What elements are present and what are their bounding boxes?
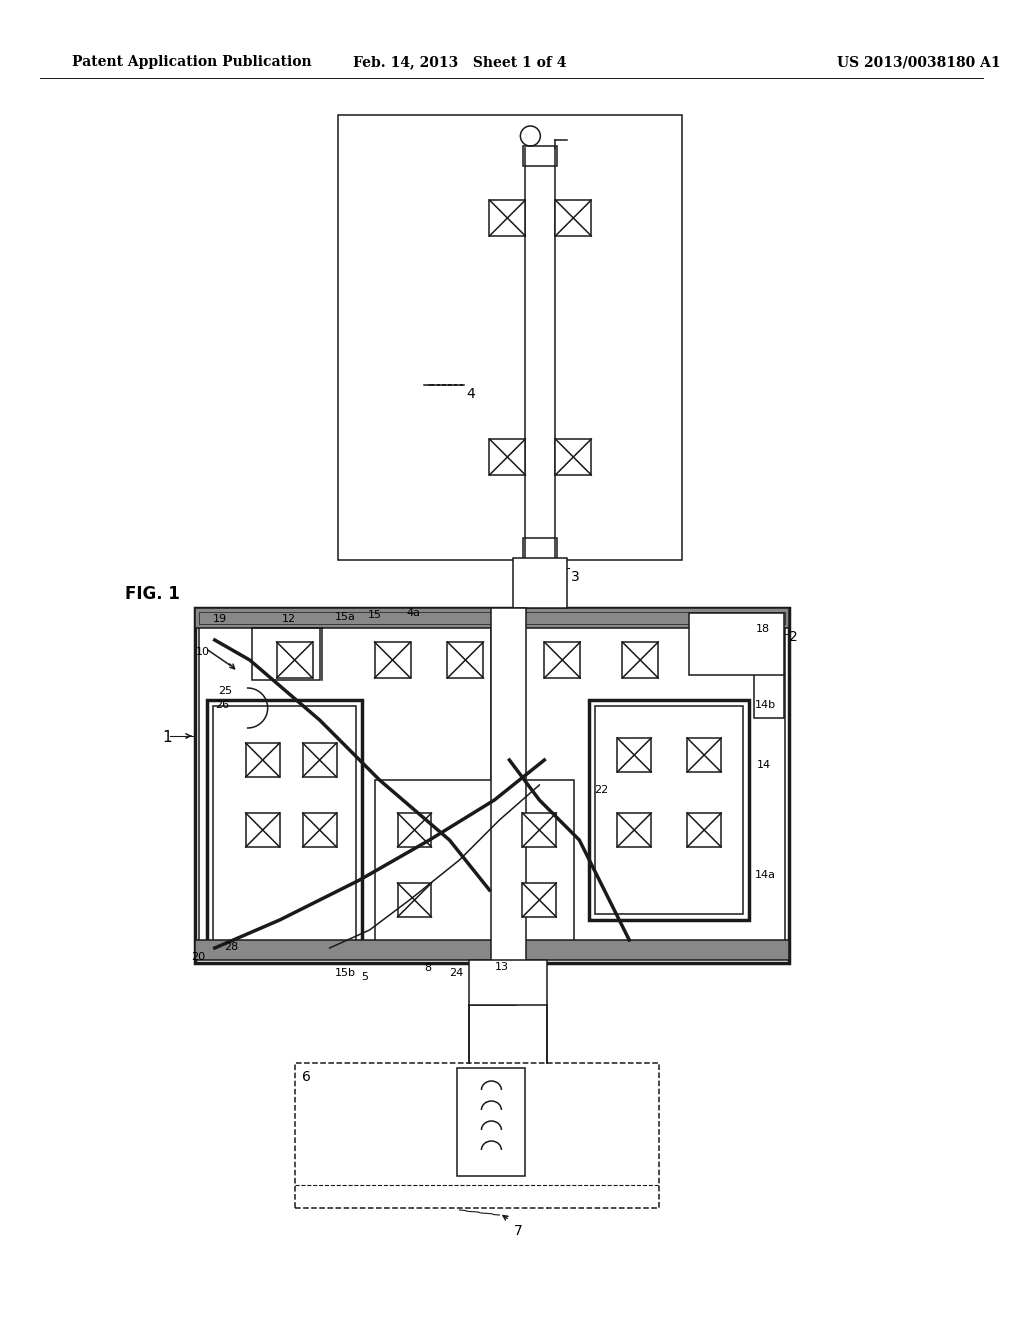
Text: FIG. 1: FIG. 1: [125, 585, 180, 603]
Text: 22: 22: [594, 785, 608, 795]
Bar: [513, 558, 567, 609]
Text: 10: 10: [196, 647, 210, 657]
Text: 1: 1: [163, 730, 172, 744]
Text: 26: 26: [215, 700, 229, 710]
Bar: [523, 147, 557, 166]
Bar: [199, 612, 785, 624]
Bar: [252, 628, 319, 680]
Text: 18: 18: [756, 624, 770, 634]
Bar: [207, 700, 361, 948]
Text: 28: 28: [223, 942, 238, 952]
Bar: [199, 612, 785, 960]
Bar: [195, 940, 790, 960]
Bar: [687, 738, 721, 772]
Bar: [754, 628, 784, 718]
Bar: [489, 440, 525, 475]
Text: 15: 15: [368, 610, 382, 620]
Bar: [522, 813, 556, 847]
Text: US 2013/0038180 A1: US 2013/0038180 A1: [837, 55, 1000, 69]
Bar: [555, 440, 591, 475]
Text: 20: 20: [190, 952, 205, 962]
Bar: [303, 743, 337, 777]
Text: 8: 8: [425, 964, 432, 973]
Text: 15b: 15b: [335, 968, 355, 978]
Text: 19: 19: [213, 614, 227, 624]
Bar: [246, 813, 280, 847]
Text: 7: 7: [513, 1224, 522, 1238]
Bar: [397, 813, 431, 847]
Bar: [338, 115, 682, 560]
Bar: [589, 700, 750, 920]
Text: 4: 4: [467, 387, 475, 401]
Bar: [489, 201, 525, 236]
Text: 14: 14: [757, 760, 771, 770]
Text: 2: 2: [790, 630, 798, 644]
Bar: [276, 642, 312, 678]
Text: 5: 5: [361, 972, 369, 982]
Bar: [492, 609, 526, 964]
Bar: [545, 642, 581, 678]
Bar: [523, 539, 557, 560]
Bar: [623, 642, 658, 678]
Bar: [469, 960, 548, 1005]
Text: 25: 25: [218, 686, 231, 696]
Bar: [617, 813, 651, 847]
Text: Patent Application Publication: Patent Application Publication: [72, 55, 311, 69]
Bar: [447, 642, 483, 678]
Bar: [295, 1063, 659, 1208]
Bar: [617, 738, 651, 772]
Text: 24: 24: [450, 968, 464, 978]
Bar: [689, 612, 784, 675]
Text: Feb. 14, 2013   Sheet 1 of 4: Feb. 14, 2013 Sheet 1 of 4: [352, 55, 566, 69]
Bar: [458, 1068, 525, 1176]
Bar: [522, 883, 556, 917]
Bar: [303, 813, 337, 847]
Bar: [375, 780, 574, 945]
Bar: [687, 813, 721, 847]
Bar: [555, 201, 591, 236]
Text: 4a: 4a: [407, 609, 421, 618]
Bar: [213, 706, 355, 942]
Bar: [595, 706, 743, 913]
Text: 12: 12: [282, 614, 296, 624]
Bar: [397, 883, 431, 917]
Bar: [195, 609, 790, 964]
Text: 3: 3: [571, 570, 580, 583]
Bar: [375, 642, 411, 678]
Text: 6: 6: [302, 1071, 310, 1084]
Bar: [246, 743, 280, 777]
Text: 14a: 14a: [755, 870, 776, 880]
Text: 14b: 14b: [755, 700, 776, 710]
Text: 13: 13: [495, 962, 508, 972]
Text: 15a: 15a: [335, 612, 355, 622]
Bar: [195, 609, 790, 628]
